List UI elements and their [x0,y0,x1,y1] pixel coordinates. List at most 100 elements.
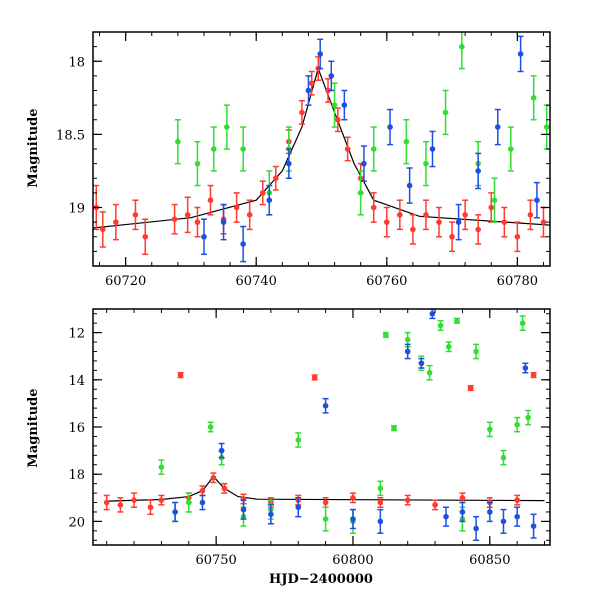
top-blue-point [455,203,462,241]
top-red-point [99,211,106,248]
bottom-blue-point [522,362,529,374]
top-green-point [194,140,201,187]
top-green-point [403,119,410,165]
top-blue-point [387,108,394,146]
bottom-red-point [530,371,537,379]
top-green-point [174,119,181,165]
top-blue-point [240,225,247,263]
bottom-red-point [221,482,228,494]
bottom-green-point [377,480,384,497]
bottom-red-point [177,371,184,379]
top-green-point [370,126,377,172]
top-y-tick-label: 18 [68,55,85,70]
bottom-red-point [467,384,474,392]
top-blue-point [475,152,482,190]
top-x-tick-label: 60780 [497,274,538,289]
bottom-red-point [404,494,411,506]
bottom-green-point [426,364,433,381]
top-green-point [422,140,429,187]
bottom-red-point [131,492,138,508]
bottom-blue-point [418,357,425,369]
bottom-x-tick-label: 60850 [469,553,510,568]
top-blue-point [406,167,413,204]
bottom-blue-point [500,508,507,534]
top-red-point [112,203,119,241]
bottom-blue-point [514,506,521,527]
top-red-point [527,199,534,231]
top-blue-point [341,89,348,121]
top-red-point [132,199,139,231]
top-green-point [442,89,449,136]
top-green-point [491,177,498,223]
top-red-point [142,218,149,256]
bottom-plot-area [103,309,545,542]
bottom-green-point [525,409,532,426]
bottom-blue-point [218,442,225,459]
top-red-point [488,192,495,223]
top-red-point [462,199,469,231]
bottom-blue-point [267,504,274,525]
bottom-blue-point [199,494,206,511]
top-blue-point [317,38,324,70]
bottom-y-axis-label: Magnitude [26,388,41,467]
bottom-green-point [514,416,521,433]
bottom-y-tick-label: 16 [68,421,85,436]
bottom-x-tick-label: 60750 [195,553,236,568]
bottom-green-point [185,492,192,513]
bottom-blue-point [486,501,493,523]
bottom-y-tick-label: 14 [68,374,85,389]
top-red-point [449,221,456,253]
top-red-point [409,214,416,245]
bottom-red-point [377,497,384,508]
top-x-tick-label: 60720 [105,274,146,289]
top-red-point [259,180,266,206]
bottom-red-point [147,499,154,516]
bottom-blue-point [530,513,537,539]
bottom-green-point [322,506,329,532]
bottom-blue-point [322,397,329,414]
bottom-blue-point [459,501,466,523]
top-green-point [240,126,247,172]
bottom-green-point [295,432,302,448]
bottom-y-tick-label: 20 [68,515,85,530]
top-green-point [458,32,465,70]
bottom-blue-point [473,515,480,542]
bottom-blue-point [240,499,247,520]
bottom-blue-point [172,501,179,523]
top-y-tick-label: 19 [68,202,85,217]
top-red-point [475,214,482,245]
top-red-point [514,221,521,253]
bottom-red-point [311,374,318,381]
top-green-point [223,104,230,150]
top-red-point [308,70,315,96]
top-blue-point [494,108,501,146]
top-red-point [501,206,508,238]
top-red-point [272,165,279,191]
top-red-point [396,199,403,231]
bottom-panel: 60750 60800 60850 12 14 16 18 20 [68,308,551,568]
top-blue-point [517,35,524,73]
bottom-red-point [459,492,466,504]
bottom-red-point [117,497,124,513]
top-green-point [543,104,550,150]
bottom-y-tick-label: 18 [68,468,85,483]
bottom-red-point [158,494,165,506]
bottom-x-tick-label: 60800 [332,553,373,568]
bottom-green-point [486,421,493,438]
top-red-point [334,107,341,133]
top-red-point [383,206,390,238]
top-plot-area [93,32,550,263]
bottom-blue-point [349,508,356,530]
bottom-green-point [445,341,452,353]
bottom-green-point [207,421,214,433]
bottom-blue-point [295,497,302,518]
top-red-point [422,199,429,231]
top-red-point [325,78,332,103]
top-red-point [298,99,305,125]
top-red-point [370,192,377,223]
bottom-green-point [473,343,480,360]
bottom-green-point [437,320,444,331]
bottom-red-point [103,494,110,511]
top-x-tick-label: 60760 [366,274,407,289]
